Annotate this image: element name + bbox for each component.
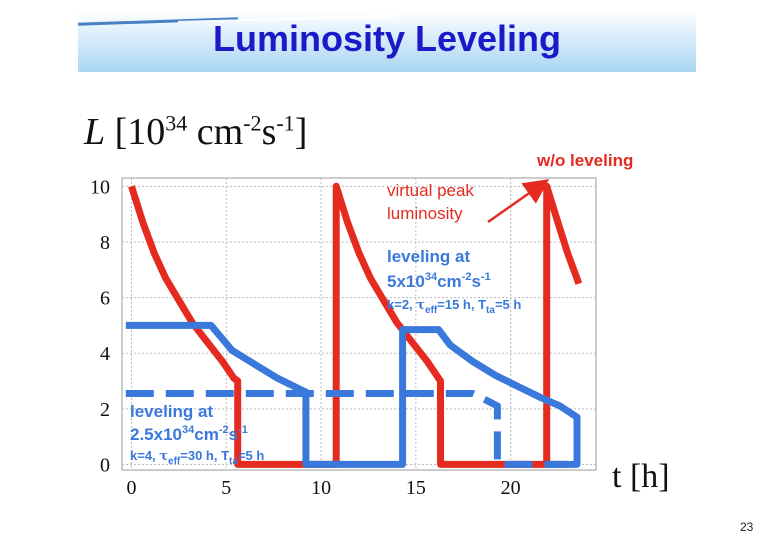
y-tick-label: 2 <box>100 399 110 421</box>
y-axis-unit-s-exp: -1 <box>276 110 295 136</box>
annotation-leveling-5-s: s <box>471 272 480 291</box>
param-part: =15 h, T <box>437 297 486 312</box>
annotation-arrow <box>487 179 550 224</box>
param-part: =5 h <box>238 448 264 463</box>
y-axis-symbol: L <box>84 111 106 153</box>
param-part: =30 h, T <box>180 448 229 463</box>
param-part: ta <box>486 305 495 316</box>
annotation-params-25: k=4, τeff=30 h, Tta=5 h <box>130 448 264 467</box>
x-axis-label: t [h] <box>612 458 670 495</box>
annotation-leveling-25: leveling at 2.5x1034cm-2s-1 <box>130 402 248 444</box>
annotation-leveling-25-line1: leveling at <box>130 402 213 421</box>
y-tick-label: 6 <box>100 288 110 310</box>
y-axis-unit-open: [10 <box>114 111 166 153</box>
param-part: ta <box>229 456 238 467</box>
slide-number: 23 <box>740 520 754 534</box>
x-tick-label: 10 <box>311 477 331 499</box>
title-band <box>77 12 696 72</box>
annotation-leveling-25-cm: cm <box>194 425 219 444</box>
series-red-solid <box>128 182 583 468</box>
annotation-wo-leveling: w/o leveling <box>536 151 633 170</box>
annotation-leveling-25-cm-exp: -2 <box>219 424 229 436</box>
x-tick-label: 15 <box>406 477 426 499</box>
param-part: τ <box>159 449 168 464</box>
param-part: eff <box>425 305 438 316</box>
x-tick-label: 0 <box>126 477 136 499</box>
x-tick-label: 5 <box>221 477 231 499</box>
annotation-leveling-25-mant: 2.5x10 <box>130 425 182 444</box>
annotation-virtual-peak: virtual peak luminosity <box>387 181 479 223</box>
annotation-virtual-peak-line1: virtual peak <box>387 181 474 200</box>
param-part: k=2, <box>387 297 416 312</box>
y-axis-unit-cm: cm <box>187 111 244 153</box>
y-tick-label: 8 <box>100 232 110 254</box>
annotation-leveling-25-exp: 34 <box>182 424 195 436</box>
annotation-leveling-5-exp: 34 <box>425 271 438 283</box>
annotation-leveling-5-cm-exp: -2 <box>462 271 472 283</box>
annotation-leveling-5-line1: leveling at <box>387 247 470 266</box>
param-part: =5 h <box>495 297 521 312</box>
param-part: k=4, <box>130 448 159 463</box>
annotation-leveling-25-s-exp: -1 <box>238 424 248 436</box>
slide-title: Luminosity Leveling <box>212 18 562 59</box>
y-axis-label: L [1034 cm-2s-1] <box>84 110 307 154</box>
annotation-leveling-5-cm: cm <box>437 272 462 291</box>
annotation-leveling-25-s: s <box>229 425 238 444</box>
x-tick-label: 20 <box>501 477 521 499</box>
annotation-leveling-5-mant: 5x10 <box>387 272 425 291</box>
y-tick-label: 0 <box>100 454 110 476</box>
param-part: eff <box>168 456 181 467</box>
annotation-params-5: k=2, τeff=15 h, Tta=5 h <box>387 297 521 316</box>
y-tick-label: 4 <box>100 343 110 365</box>
y-axis-unit-exp: 34 <box>165 110 188 136</box>
y-tick-label: 10 <box>90 176 110 198</box>
data-lines <box>125 182 583 468</box>
annotation-leveling-5-s-exp: -1 <box>481 271 491 283</box>
series-blue-solid <box>125 321 581 468</box>
y-axis-unit-s: s <box>261 111 277 153</box>
annotation-virtual-peak-line2: luminosity <box>387 204 463 223</box>
tick-labels: 0 5 10 15 20 0 2 4 6 8 10 <box>90 176 521 499</box>
y-axis-unit-cm-exp: -2 <box>243 110 262 136</box>
y-axis-unit-close: ] <box>294 111 308 153</box>
annotation-leveling-5: leveling at 5x1034cm-2s-1 <box>387 247 491 291</box>
param-part: τ <box>416 298 425 313</box>
series-blue-dashed <box>125 390 568 468</box>
